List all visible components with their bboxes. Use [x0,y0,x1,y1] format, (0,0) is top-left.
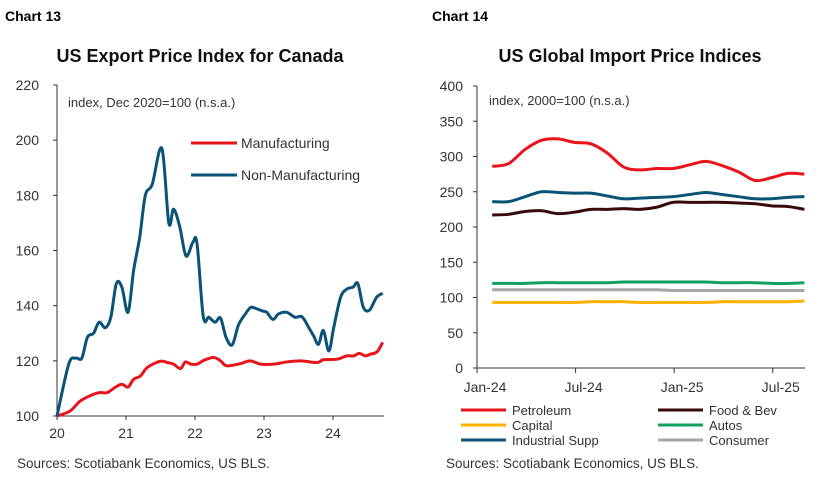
y-tick-label: 200 [16,132,40,148]
y-tick-label: 220 [16,77,40,93]
y-tick-label: 0 [455,360,463,376]
x-tick-label: 20 [49,425,65,441]
legend-label: Autos [709,418,743,433]
y-tick-label: 100 [16,408,40,424]
chart13-label: Chart 13 [5,8,61,24]
series-line-industrial-supp [492,190,805,204]
x-tick-label: Jul-24 [565,379,603,395]
chart13-plot: 100 120 140 160 180 200 220 20 21 22 23 24 Manufactu… [16,77,384,441]
chart13-note: index, Dec 2020=100 (n.s.a.) [68,95,235,110]
series-line-food-bev [492,200,805,217]
y-tick-label: 300 [440,149,464,165]
y-tick-label: 200 [440,219,464,235]
chart13-title: US Export Price Index for Canada [56,46,344,66]
series-line-manufacturing [56,341,384,418]
series-line-non-manufacturing [55,146,384,417]
x-tick-label: Jan-25 [661,379,704,395]
series-line-petroleum [491,137,805,183]
legend-label: Food & Bev [709,403,777,418]
x-tick-label: 23 [256,425,272,441]
y-tick-label: 160 [16,243,40,259]
chart14-title: US Global Import Price Indices [498,46,761,66]
chart14-plot: 0 50 100 150 200 250 300 350 400 Jan-24 Jul-24 Jan-… [440,78,805,448]
y-tick-label: 400 [440,78,464,94]
x-tick-label: 21 [118,425,134,441]
y-tick-label: 250 [440,184,464,200]
series-line-autos [492,280,805,285]
y-tick-label: 100 [440,290,464,306]
series-line-consumer [492,288,805,293]
legend-label: Industrial Supp [512,433,599,448]
x-tick-label: 24 [325,425,341,441]
chart14-source: Sources: Scotiabank Economics, US BLS. [446,456,699,471]
chart14-note: index, 2000=100 (n.s.a.) [489,93,630,108]
y-tick-label: 350 [440,113,464,129]
y-tick-label: 140 [16,298,40,314]
x-tick-label: Jan-24 [464,379,507,395]
x-tick-label: 22 [187,425,203,441]
x-tick-label: Jul-25 [762,379,800,395]
legend-label: Non-Manufacturing [241,167,360,183]
legend-label: Manufacturing [241,135,330,151]
legend-label: Consumer [709,433,770,448]
y-tick-label: 120 [16,353,40,369]
legend-label: Petroleum [512,403,571,418]
chart14-label: Chart 14 [432,8,488,24]
chart13-source: Sources: Scotiabank Economics, US BLS. [17,456,270,471]
y-tick-label: 180 [16,187,40,203]
y-tick-label: 150 [440,254,464,270]
series-line-capital [492,299,805,304]
y-tick-label: 50 [447,325,463,341]
legend-label: Capital [512,418,553,433]
